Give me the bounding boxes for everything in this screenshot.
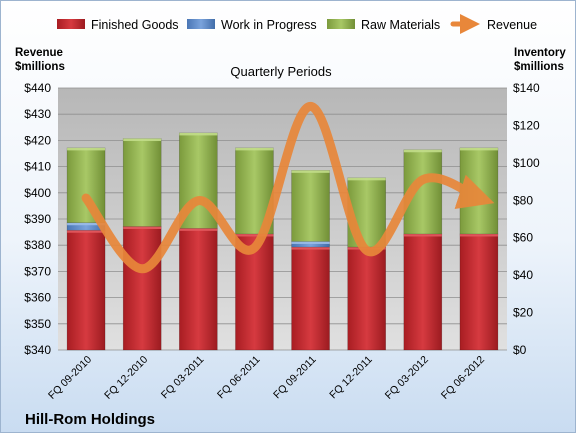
x-tick-label: FQ 12-2010 [102, 354, 150, 402]
left-tick-label: $360 [24, 291, 51, 305]
bar-top-highlight [179, 228, 218, 231]
bar-top-highlight [291, 247, 330, 250]
legend-swatch-finished-goods [57, 19, 85, 29]
revenue-line [81, 101, 495, 274]
left-tick-label: $390 [24, 212, 51, 226]
legend: Finished Goods Work in Progress Raw Mate… [57, 14, 537, 34]
left-tick-label: $340 [24, 343, 51, 357]
bar-top-highlight [459, 147, 498, 151]
bar-finished-goods [347, 246, 386, 351]
legend-item-revenue: Revenue [450, 14, 537, 34]
bar-top-highlight [291, 170, 330, 173]
bar-finished-goods [291, 246, 330, 351]
left-tick-label: $430 [24, 107, 51, 121]
right-tick-label: $80 [513, 193, 533, 207]
left-tick-label: $410 [24, 160, 51, 174]
bar-raw-materials [122, 138, 162, 227]
bar-top-highlight [291, 241, 330, 244]
bar-raw-materials [291, 170, 330, 242]
legend-swatch-raw-materials [327, 19, 355, 29]
bar-top-highlight [67, 147, 106, 151]
bar-top-highlight [403, 233, 442, 237]
right-axis-title-line2: $millions [514, 61, 564, 73]
x-tick-label: FQ 09-2010 [46, 354, 94, 402]
bar-finished-goods [235, 233, 274, 351]
bar-top-highlight [67, 230, 106, 233]
x-tick-label: FQ 03-2011 [159, 354, 207, 402]
left-tick-label: $400 [24, 186, 51, 200]
left-tick-label: $440 [24, 81, 51, 95]
chart-subtitle: Quarterly Periods [230, 64, 332, 79]
bar-top-highlight [123, 226, 162, 229]
bar-top-highlight [179, 132, 218, 136]
left-axis-title-line2: $millions [15, 61, 65, 73]
right-tick-label: $140 [513, 81, 540, 95]
right-tick-label: $0 [513, 343, 527, 357]
left-tick-label: $420 [24, 133, 51, 147]
legend-label-revenue: Revenue [487, 18, 537, 32]
legend-label-work-in-progress: Work in Progress [221, 18, 317, 32]
left-tick-label: $380 [24, 238, 51, 252]
left-axis-ticks: $440 $430 $420 $410 $400 $390 $380 $370 $360 $350… [24, 81, 51, 357]
bar-top-highlight [459, 233, 498, 237]
bar-finished-goods [403, 233, 443, 351]
bar-top-highlight [67, 222, 106, 226]
x-tick-label: FQ 06-2011 [215, 354, 263, 402]
right-tick-label: $40 [513, 268, 533, 282]
bar-finished-goods [122, 226, 162, 351]
left-tick-label: $350 [24, 317, 51, 331]
legend-label-finished-goods: Finished Goods [91, 18, 179, 32]
x-tick-label: FQ 12-2011 [327, 354, 375, 402]
bar-finished-goods [179, 228, 218, 351]
right-axis-ticks: $140 $120 $100 $80 $60 $40 $20 $0 [513, 81, 540, 357]
legend-label-raw-materials: Raw Materials [361, 18, 440, 32]
x-tick-label: FQ 06-2012 [439, 354, 487, 402]
right-tick-label: $100 [513, 156, 540, 170]
company-name: Hill-Rom Holdings [25, 411, 155, 428]
right-tick-label: $120 [513, 118, 540, 132]
x-tick-label: FQ 09-2011 [271, 354, 319, 402]
x-axis-ticks: FQ 09-2010 FQ 12-2010 FQ 03-2011 FQ 06-2011… [46, 354, 487, 402]
legend-item-raw-materials: Raw Materials [327, 18, 440, 32]
bar-top-highlight [347, 177, 386, 181]
left-axis-title-line1: Revenue [15, 47, 63, 59]
bar-top-highlight [235, 147, 274, 151]
legend-swatch-work-in-progress [187, 19, 215, 29]
bar-top-highlight [123, 138, 162, 142]
bar-finished-goods [66, 229, 106, 351]
legend-item-work-in-progress: Work in Progress [187, 18, 317, 32]
right-tick-label: $20 [513, 306, 533, 320]
x-tick-label: FQ 03-2012 [383, 354, 431, 402]
right-axis-title-line1: Inventory [514, 47, 566, 59]
legend-item-finished-goods: Finished Goods [57, 18, 179, 32]
revenue-line-layer [81, 101, 495, 274]
left-tick-label: $370 [24, 264, 51, 278]
bar-finished-goods [459, 233, 499, 351]
bar-top-highlight [403, 149, 442, 153]
right-tick-label: $60 [513, 231, 533, 245]
bar-top-highlight [235, 233, 274, 237]
